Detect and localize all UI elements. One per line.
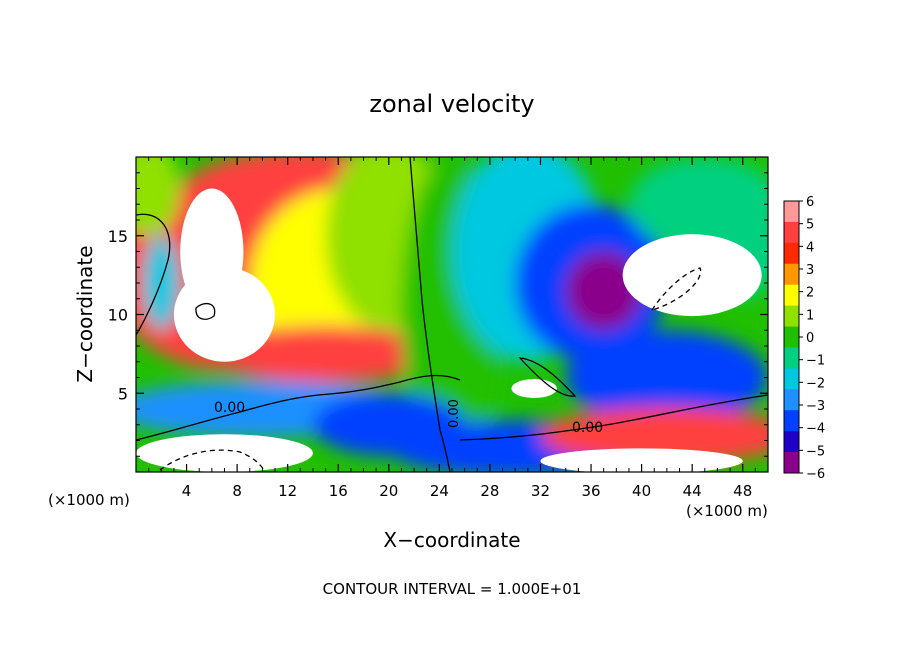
y-axis-label: Z−coordinate <box>73 245 97 382</box>
x-tick-label: 36 <box>581 482 600 500</box>
zero-contour-line-left <box>136 213 171 336</box>
zero-contour-line <box>136 374 461 441</box>
zero-contour-line-upper <box>409 157 451 472</box>
colorbar-label: 6 <box>806 195 814 210</box>
colorbar-swatch <box>784 201 799 223</box>
x-unit-right: (×1000 m) <box>686 502 768 520</box>
colorbar-label: −2 <box>806 376 825 391</box>
x-tick-label: 40 <box>632 482 651 500</box>
colorbar-label: 0 <box>806 331 814 346</box>
colorbar-label: −5 <box>806 444 825 459</box>
negative-contour-line <box>159 449 266 472</box>
colorbar-label: 3 <box>806 263 814 278</box>
x-unit-left: (×1000 m) <box>48 491 130 509</box>
colorbar-swatch <box>784 347 799 369</box>
x-tick-label: 44 <box>683 482 702 500</box>
colorbar: 6 5 4 3 2 1 0 −1 −2 −3 −4 −5 −6 <box>783 195 825 482</box>
x-tick-label: 24 <box>430 482 449 500</box>
colorbar-swatch <box>784 284 799 307</box>
velocity-field <box>136 157 768 472</box>
y-tick-label: 10 <box>108 306 128 325</box>
x-axis: 4 8 12 16 20 24 28 32 36 40 44 48 <box>148 157 756 500</box>
colorbar-swatch <box>784 242 799 265</box>
x-tick-label: 20 <box>379 482 398 500</box>
field-blob <box>136 157 181 236</box>
colorbar-label: 2 <box>806 286 814 301</box>
x-tick-label: 12 <box>278 482 297 500</box>
y-tick-label: 15 <box>108 227 128 246</box>
colorbar-swatch <box>784 221 799 244</box>
field-blob <box>565 330 768 425</box>
x-tick-label: 32 <box>531 482 550 500</box>
colorbar-swatch <box>784 326 799 348</box>
zero-contour-line-lower <box>459 394 768 441</box>
contour-lines <box>136 157 768 472</box>
x-axis-label: X−coordinate <box>383 528 520 552</box>
x-tick-label: 28 <box>480 482 499 500</box>
field-blob <box>211 325 440 383</box>
saturated-positive-region <box>173 267 276 362</box>
x-tick-label: 48 <box>733 482 752 500</box>
colorbar-swatch <box>784 368 799 390</box>
y-axis: 5 10 15 <box>108 172 768 457</box>
saturated-negative-region <box>622 234 762 317</box>
saturated-negative-region <box>136 434 313 472</box>
colorbar-label: 1 <box>806 308 814 323</box>
zero-contour-loop <box>518 357 577 397</box>
colorbar-label: −3 <box>806 399 825 414</box>
contour-label: 0.00 <box>214 400 245 416</box>
field-blob <box>565 251 642 331</box>
contour-label: 0.00 <box>572 420 603 436</box>
colorbar-label: 4 <box>806 240 814 255</box>
x-tick-label: 4 <box>182 482 192 500</box>
colorbar-label: −4 <box>806 422 825 437</box>
zero-contour-loop-2 <box>195 302 216 320</box>
x-tick-label: 8 <box>232 482 242 500</box>
colorbar-swatch <box>784 389 799 411</box>
contour-label: 0.00 <box>447 399 462 428</box>
y-tick-label: 5 <box>118 384 128 403</box>
colorbar-swatch <box>784 410 799 432</box>
colorbar-swatch <box>784 305 799 328</box>
plot-area: 0.00 0.00 0.00 <box>136 157 768 472</box>
colorbar-swatch <box>784 452 799 474</box>
colorbar-label: 5 <box>806 218 814 233</box>
contour-interval-footer: CONTOUR INTERVAL = 1.000E+01 <box>323 580 582 598</box>
saturated-negative-region <box>511 379 557 398</box>
colorbar-label: −1 <box>806 354 825 369</box>
colorbar-swatch <box>784 431 799 453</box>
negative-contour-line-2 <box>650 267 702 312</box>
colorbar-swatch <box>784 263 799 286</box>
x-tick-label: 16 <box>329 482 348 500</box>
chart-title: zonal velocity <box>369 90 534 118</box>
colorbar-label: −6 <box>806 467 825 482</box>
